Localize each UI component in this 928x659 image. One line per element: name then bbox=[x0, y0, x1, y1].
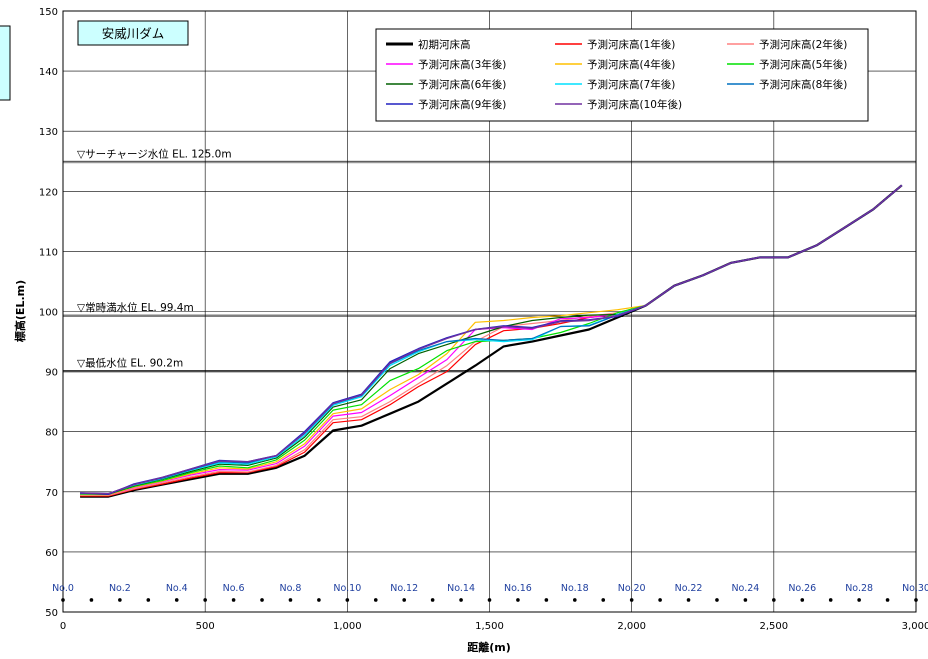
legend-label: 予測河床高(5年後) bbox=[759, 58, 847, 71]
reference-label: ▽常時満水位 EL. 99.4m bbox=[77, 301, 194, 314]
x-tick-label: 1,500 bbox=[475, 621, 504, 632]
legend-label: 予測河床高(6年後) bbox=[418, 78, 506, 91]
station-markers: No.0 No.2 No.4 No.6 No.8 No.10 No.12 No.14 No.16… bbox=[52, 583, 928, 602]
x-axis-title: 距離(m) bbox=[467, 640, 511, 654]
station-label: No.28 bbox=[845, 583, 873, 594]
legend-label: 予測河床高(10年後) bbox=[587, 98, 682, 111]
dam-name-box: 安威川ダム bbox=[77, 20, 189, 46]
station-label: No.10 bbox=[333, 583, 361, 594]
station-label: No.0 bbox=[52, 583, 74, 594]
chart-title: 安威川ダム bbox=[102, 26, 165, 41]
y-tick-label: 70 bbox=[45, 488, 58, 499]
y-tick-label: 50 bbox=[45, 608, 58, 619]
legend-label: 予測河床高(8年後) bbox=[759, 78, 847, 91]
reference-label: ▽サーチャージ水位 EL. 125.0m bbox=[77, 147, 232, 160]
x-tick-label: 0 bbox=[60, 621, 66, 632]
y-tick-labels: 50 60 70 80 90 100 110 120 130 140 150 bbox=[39, 7, 58, 619]
series-line bbox=[80, 184, 903, 495]
station-label: No.18 bbox=[561, 583, 589, 594]
station-dot bbox=[686, 598, 691, 602]
station-dot bbox=[914, 598, 918, 602]
station-dot bbox=[743, 598, 748, 602]
station-dot bbox=[345, 598, 350, 602]
station-dot bbox=[573, 598, 577, 602]
y-tick-label: 110 bbox=[39, 247, 58, 258]
x-tick-label: 1,000 bbox=[333, 621, 362, 632]
grid bbox=[63, 11, 916, 612]
station-dot bbox=[857, 598, 861, 602]
station-dot bbox=[317, 598, 321, 602]
station-dot bbox=[402, 598, 407, 602]
station-dot bbox=[373, 598, 378, 602]
x-tick-label: 3,000 bbox=[902, 621, 928, 632]
legend-label: 予測河床高(2年後) bbox=[759, 38, 847, 51]
station-dot bbox=[544, 598, 549, 602]
legend-label: 予測河床高(4年後) bbox=[587, 58, 675, 71]
station-dot bbox=[800, 598, 805, 602]
series-lines bbox=[80, 184, 903, 498]
x-tick-labels: 0 500 1,000 1,500 2,000 2,500 3,000 bbox=[60, 621, 928, 632]
y-tick-label: 100 bbox=[39, 308, 58, 319]
legend: 初期河床高 予測河床高(1年後) 予測河床高(2年後) 予測河床高(3年後) 予測河床高… bbox=[375, 28, 869, 122]
station-dot bbox=[89, 598, 94, 602]
station-dot bbox=[487, 598, 492, 602]
y-tick-label: 130 bbox=[39, 127, 58, 138]
station-dot bbox=[629, 598, 634, 602]
station-dot bbox=[828, 598, 833, 602]
station-dot bbox=[772, 598, 776, 602]
y-axis-title: 標高(EL.m) bbox=[13, 280, 27, 342]
station-dot bbox=[658, 598, 662, 602]
station-dot bbox=[146, 598, 151, 602]
station-dot bbox=[430, 598, 435, 602]
legend-label: 初期河床高 bbox=[418, 38, 471, 51]
x-tick-label: 2,500 bbox=[760, 621, 789, 632]
station-label: No.22 bbox=[675, 583, 703, 594]
station-dot bbox=[203, 598, 207, 602]
x-tick-label: 500 bbox=[196, 621, 215, 632]
legend-box bbox=[375, 28, 869, 122]
station-dot bbox=[601, 598, 606, 602]
y-tick-label: 120 bbox=[39, 187, 58, 198]
station-dot bbox=[459, 598, 463, 602]
y-tick-label: 150 bbox=[39, 7, 58, 18]
cropped-label-box bbox=[0, 25, 11, 101]
station-dot bbox=[715, 598, 719, 602]
reference-label: ▽最低水位 EL. 90.2m bbox=[77, 356, 183, 369]
station-dot bbox=[516, 598, 520, 602]
y-tick-label: 90 bbox=[45, 368, 58, 379]
station-label: No.4 bbox=[166, 583, 188, 594]
reference-lines: ▽サーチャージ水位 EL. 125.0m ▽常時満水位 EL. 99.4m ▽最低水… bbox=[63, 147, 916, 373]
station-label: No.26 bbox=[788, 583, 816, 594]
legend-label: 予測河床高(9年後) bbox=[418, 98, 506, 111]
station-label: No.6 bbox=[223, 583, 245, 594]
station-label: No.20 bbox=[618, 583, 646, 594]
station-dot bbox=[260, 598, 264, 602]
station-label: No.2 bbox=[109, 583, 131, 594]
station-dot bbox=[61, 598, 65, 602]
y-tick-label: 60 bbox=[45, 548, 58, 559]
station-label: No.16 bbox=[504, 583, 532, 594]
station-dot bbox=[885, 598, 890, 602]
station-dot bbox=[174, 598, 179, 602]
y-tick-label: 80 bbox=[45, 428, 58, 439]
station-dot bbox=[288, 598, 293, 602]
y-tick-label: 140 bbox=[39, 67, 58, 78]
station-label: No.24 bbox=[731, 583, 759, 594]
x-tick-label: 2,000 bbox=[617, 621, 646, 632]
station-label: No.12 bbox=[390, 583, 418, 594]
legend-label: 予測河床高(7年後) bbox=[587, 78, 675, 91]
legend-label: 予測河床高(3年後) bbox=[418, 58, 506, 71]
station-dot bbox=[118, 598, 122, 602]
station-label: No.14 bbox=[447, 583, 475, 594]
station-label: No.30 bbox=[902, 583, 928, 594]
station-dot bbox=[231, 598, 236, 602]
station-label: No.8 bbox=[280, 583, 302, 594]
legend-label: 予測河床高(1年後) bbox=[587, 38, 675, 51]
